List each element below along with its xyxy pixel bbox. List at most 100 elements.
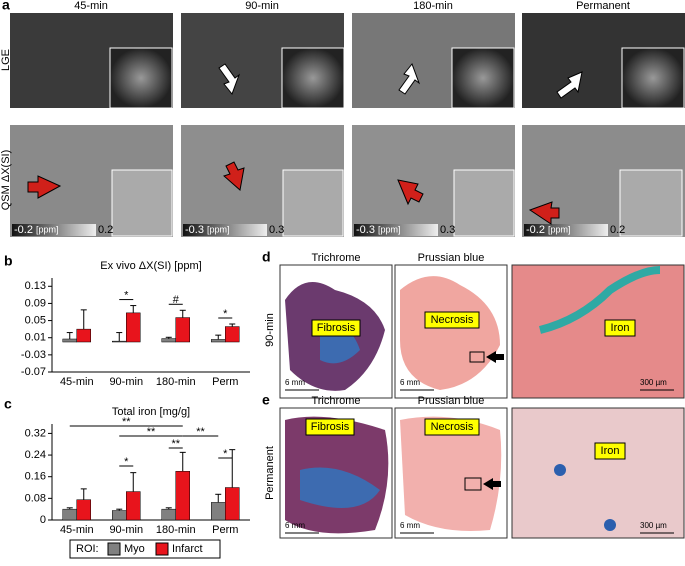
x-tick-label: 180-min <box>156 376 196 388</box>
callout-box <box>424 311 480 329</box>
bar <box>76 328 91 343</box>
bar <box>161 508 176 521</box>
column-title: Prussian blue <box>418 395 485 407</box>
callout: Necrosis <box>431 314 474 326</box>
significance-label: * <box>223 448 228 460</box>
significance-label: # <box>173 294 180 306</box>
panel-label: e <box>262 392 270 408</box>
chart-title: Ex vivo ΔX(SI) [ppm] <box>100 260 201 272</box>
y-tick-label: -0.07 <box>21 366 46 378</box>
histology-images <box>279 264 685 539</box>
callout: Iron <box>611 322 630 334</box>
panel-label: c <box>4 396 12 412</box>
significance-label: * <box>223 308 228 320</box>
scale-min: -0.3 <box>356 224 375 236</box>
scale-bar-label: 300 µm <box>640 521 667 530</box>
scale-min: -0.2 <box>14 224 33 236</box>
legend-title: ROI: <box>76 543 99 555</box>
bar <box>225 487 240 521</box>
y-tick-label: 0.09 <box>25 297 46 309</box>
x-tick-label: Perm <box>212 376 238 388</box>
scale-bar-label: 6 mm <box>285 378 305 387</box>
column-title: 90-min <box>245 0 279 12</box>
scale-max: 0.3 <box>269 224 284 236</box>
bar <box>126 312 141 343</box>
scale-bar-label: 300 µm <box>640 378 667 387</box>
row-label: QSM ΔX(SI) <box>0 150 12 211</box>
y-tick-label: 0.13 <box>25 280 46 292</box>
bar <box>112 340 127 343</box>
y-tick-label: 0.08 <box>25 492 46 504</box>
y-tick-label: -0.03 <box>21 349 46 361</box>
column-title: 180-min <box>413 0 453 12</box>
row-label: LGE <box>0 49 12 71</box>
scale-max: 0.2 <box>98 224 113 236</box>
bar <box>211 339 226 343</box>
bar <box>161 338 176 343</box>
y-tick-label: 0.32 <box>25 427 46 439</box>
chart-title: Total iron [mg/g] <box>112 406 190 418</box>
significance-label: ** <box>171 438 180 450</box>
callout-box <box>594 442 626 460</box>
column-title: Trichrome <box>311 395 360 407</box>
panel-label: b <box>4 253 13 269</box>
callout-box <box>311 319 361 337</box>
bar <box>175 317 190 343</box>
column-title: 45-min <box>74 0 108 12</box>
callout: Fibrosis <box>317 322 356 334</box>
legend-label: Myo <box>124 543 145 555</box>
y-tick-label: 0 <box>40 514 46 526</box>
panel-label: a <box>2 0 10 13</box>
scale-bar-label: 6 mm <box>400 378 420 387</box>
y-tick-label: 0.05 <box>25 314 46 326</box>
column-title: Prussian blue <box>418 252 485 264</box>
bar <box>225 326 240 343</box>
significance-label: * <box>124 289 129 301</box>
panel-label: d <box>262 249 271 265</box>
significance-label: * <box>124 456 129 468</box>
callout-box <box>424 418 480 436</box>
legend-swatch <box>155 542 169 556</box>
callout-box <box>305 418 355 436</box>
bar <box>175 471 190 521</box>
scale-max: 0.3 <box>440 224 455 236</box>
bar <box>126 491 141 521</box>
legend-label: Infarct <box>172 543 203 555</box>
x-tick-label: 45-min <box>60 524 94 536</box>
column-title: Trichrome <box>311 252 360 264</box>
panel-a-images <box>10 13 685 237</box>
row-label: Permanent <box>264 446 276 500</box>
x-tick-label: 180-min <box>156 524 196 536</box>
scale-unit: [ppm] <box>378 224 401 234</box>
bar <box>112 510 127 521</box>
callout: Iron <box>601 445 620 457</box>
scale-unit: [ppm] <box>36 224 59 234</box>
x-tick-label: 90-min <box>109 524 143 536</box>
y-tick-label: 0.16 <box>25 471 46 483</box>
scale-bar-label: 6 mm <box>285 521 305 530</box>
callout: Necrosis <box>431 421 474 433</box>
x-tick-label: 90-min <box>109 376 143 388</box>
scale-min: -0.2 <box>526 224 545 236</box>
significance-label: ** <box>196 426 205 438</box>
bar <box>76 499 91 521</box>
scale-min: -0.3 <box>185 224 204 236</box>
row-label: 90-min <box>264 313 276 347</box>
y-tick-label: 0.01 <box>25 332 46 344</box>
bar <box>211 502 226 521</box>
y-tick-label: 0.24 <box>25 449 46 461</box>
bar <box>62 338 77 343</box>
scale-bar-label: 6 mm <box>400 521 420 530</box>
significance-label: ** <box>122 416 131 428</box>
x-tick-label: Perm <box>212 524 238 536</box>
legend-swatch <box>107 542 121 556</box>
scale-max: 0.2 <box>610 224 625 236</box>
callout: Fibrosis <box>311 421 350 433</box>
callout-box <box>604 319 636 337</box>
scale-unit: [ppm] <box>548 224 571 234</box>
column-title: Permanent <box>576 0 630 12</box>
x-tick-label: 45-min <box>60 376 94 388</box>
scale-unit: [ppm] <box>207 224 230 234</box>
bar <box>62 508 77 521</box>
